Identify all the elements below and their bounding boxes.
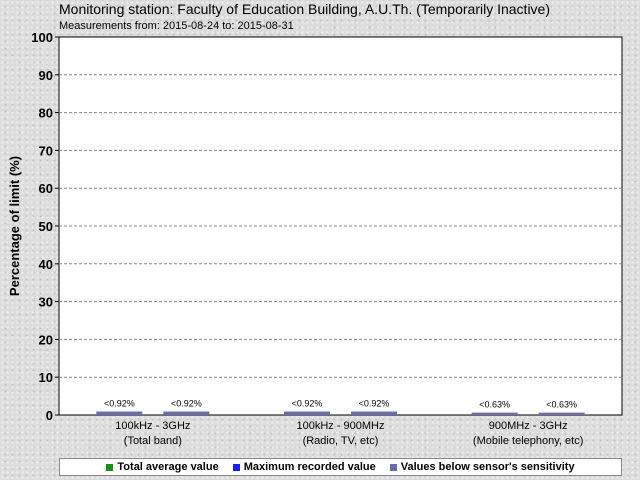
bar <box>538 412 585 415</box>
y-tick-label: 100 <box>31 30 53 45</box>
bar <box>96 411 143 415</box>
y-tick-label: 40 <box>39 257 53 272</box>
grid-lines <box>59 74 622 378</box>
y-tick-label: 90 <box>39 68 53 83</box>
legend-swatch <box>389 463 397 471</box>
bar-value-label: <0.63% <box>479 400 510 410</box>
x-category-label: (Total band) <box>124 435 182 447</box>
bars: <0.92% <0.92% <0.92% <0.92% <0.63% <0.63% <box>96 399 585 415</box>
legend-item: Maximum recorded value <box>232 461 376 473</box>
x-category-label: 100kHz - 3GHz <box>115 420 190 432</box>
bar-value-label: <0.92% <box>359 399 390 409</box>
bar <box>284 411 330 415</box>
legend-label: Maximum recorded value <box>243 461 376 473</box>
bar-value-label: <0.92% <box>104 399 135 409</box>
legend-swatch <box>232 463 240 471</box>
bar <box>163 411 210 415</box>
bar <box>471 412 518 415</box>
x-axis-labels: 100kHz - 3GHz (Total band) 100kHz - 900MHz… <box>115 420 583 447</box>
x-category-label: (Mobile telephony, etc) <box>473 435 583 447</box>
y-tick-label: 0 <box>46 408 53 423</box>
chart-title: Monitoring station: Faculty of Education… <box>59 1 550 17</box>
bar-value-label: <0.92% <box>292 399 323 409</box>
y-tick-label: 50 <box>39 219 53 234</box>
legend: Total average value Maximum recorded valu… <box>59 458 622 476</box>
y-axis-label: Percentage of limit (%) <box>7 156 22 296</box>
y-tick-label: 70 <box>39 143 53 158</box>
chart-subtitle: Measurements from: 2015-08-24 to: 2015-0… <box>59 20 294 32</box>
legend-swatch <box>106 463 114 471</box>
legend-label: Values below sensor's sensitivity <box>400 461 575 473</box>
y-tick-label: 20 <box>39 332 53 347</box>
legend-item: Total average value <box>106 461 219 473</box>
bar-value-label: <0.92% <box>171 399 202 409</box>
bar <box>351 411 397 415</box>
y-tick-label: 30 <box>39 295 53 310</box>
x-category-label: (Radio, TV, etc) <box>303 435 379 447</box>
x-category-label: 900MHz - 3GHz <box>489 420 568 432</box>
y-tick-label: 60 <box>39 181 53 196</box>
legend-item: Values below sensor's sensitivity <box>389 461 575 473</box>
legend-label: Total average value <box>117 461 219 473</box>
y-axis-ticks: 0 10 20 30 40 50 60 70 80 90 100 <box>31 30 59 423</box>
x-category-label: 100kHz - 900MHz <box>296 420 384 432</box>
y-tick-label: 80 <box>39 106 53 121</box>
y-tick-label: 10 <box>39 370 53 385</box>
bar-value-label: <0.63% <box>546 400 577 410</box>
